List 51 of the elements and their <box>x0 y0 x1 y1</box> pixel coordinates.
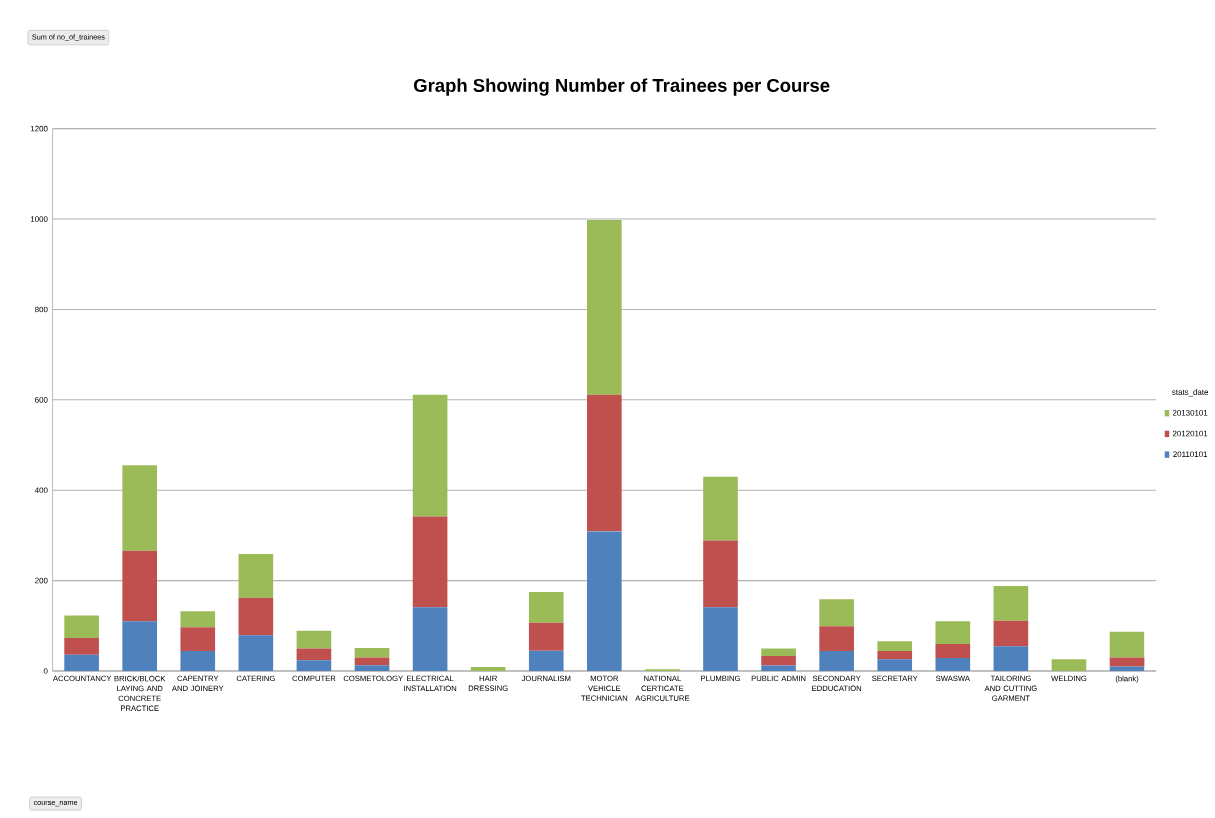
bar <box>935 657 971 671</box>
bar <box>703 476 738 541</box>
bar <box>993 585 1029 621</box>
bar <box>819 598 854 627</box>
bar <box>761 648 796 656</box>
bar <box>412 607 448 671</box>
bar <box>64 637 99 655</box>
bar <box>993 620 1029 646</box>
bar <box>180 626 216 651</box>
bar <box>1109 657 1145 667</box>
bar <box>877 650 913 660</box>
bar <box>296 659 332 671</box>
bar <box>180 650 216 671</box>
bar <box>703 607 738 671</box>
bar <box>354 657 390 665</box>
bar <box>412 516 448 608</box>
bar <box>819 626 854 651</box>
bar <box>354 664 390 671</box>
bar <box>122 621 158 671</box>
bar <box>122 550 158 622</box>
bar <box>122 465 158 551</box>
bar <box>935 643 971 658</box>
bar <box>296 648 332 660</box>
bar <box>703 540 738 608</box>
bar <box>64 615 99 638</box>
bar <box>1051 659 1087 671</box>
bar <box>761 655 796 666</box>
bar <box>587 394 622 532</box>
bar <box>819 650 854 671</box>
bar <box>528 591 564 623</box>
bar <box>761 665 796 671</box>
bar <box>587 531 622 671</box>
bar <box>412 394 448 517</box>
bar <box>587 219 622 395</box>
bar <box>64 654 99 671</box>
bar <box>877 640 913 651</box>
bar <box>238 597 274 636</box>
bar <box>528 650 564 671</box>
bar <box>877 659 913 671</box>
bar <box>238 553 274 598</box>
bar <box>935 621 971 644</box>
bar <box>354 647 390 658</box>
bar <box>180 611 216 627</box>
bar <box>296 630 332 649</box>
bar <box>238 635 274 671</box>
bar <box>1109 666 1145 671</box>
bar <box>528 622 564 651</box>
bar <box>470 666 506 671</box>
chart-title: Graph Showing Number of Trainees per Course <box>414 78 830 96</box>
bar <box>1109 631 1145 658</box>
bar <box>993 645 1029 671</box>
